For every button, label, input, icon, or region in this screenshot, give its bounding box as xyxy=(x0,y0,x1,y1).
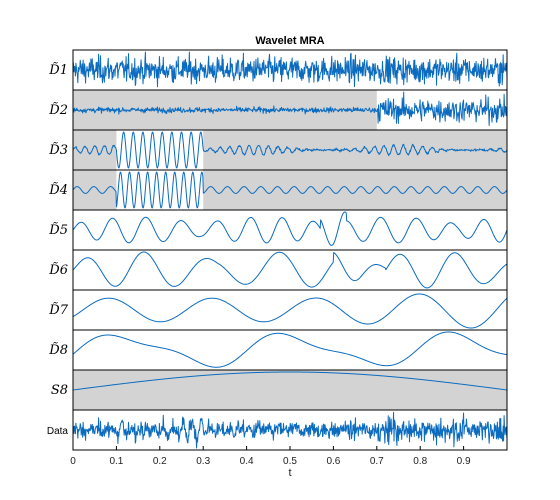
panel-4-shaded-region-1 xyxy=(73,170,117,210)
x-axis: 0 0.1 0.2 0.3 0.4 0.5 0.6 0.7 0.8 0.9 xyxy=(70,446,471,467)
panel-2: D̃2 xyxy=(48,89,508,131)
panel-6-series-line xyxy=(72,251,508,289)
panel-1-label: D̃1 xyxy=(48,62,68,78)
x-tick-label-4: 0.4 xyxy=(240,456,254,467)
panel-8-series-line xyxy=(72,331,508,368)
panel-5-series-line xyxy=(72,211,508,246)
panel-1-series-line xyxy=(72,51,508,88)
panel-6: D̃6 xyxy=(48,249,508,291)
panel-10-label: Data xyxy=(47,426,69,437)
panel-7-series-line xyxy=(72,293,508,329)
panel-9: S8 xyxy=(51,369,508,411)
panel-7-label: D̃7 xyxy=(48,302,68,318)
x-tick-label-2: 0.2 xyxy=(153,456,167,467)
panel-4-series-line xyxy=(72,171,508,209)
x-tick-label-1: 0.1 xyxy=(109,456,123,467)
x-tick-label-8: 0.8 xyxy=(413,456,427,467)
x-tick-label-5: 0.5 xyxy=(283,456,297,467)
panel-5: D̃5 xyxy=(48,209,508,251)
panel-1: D̃1 xyxy=(48,49,508,91)
panel-4-label: D̃4 xyxy=(48,182,68,198)
x-tick-label-9: 0.9 xyxy=(457,456,471,467)
panel-9-series-line xyxy=(72,371,508,391)
panel-9-shaded-region-1 xyxy=(73,370,507,410)
panel-3: D̃3 xyxy=(48,129,508,171)
panel-9-label: S8 xyxy=(51,383,68,398)
panel-10-series-line xyxy=(72,411,508,449)
panel-3-shaded-region-1 xyxy=(73,130,117,170)
panel-3-label: D̃3 xyxy=(48,142,68,158)
x-tick-label-6: 0.6 xyxy=(326,456,340,467)
panel-2-series-line xyxy=(72,91,508,126)
panel-8-label: D̃8 xyxy=(48,342,68,358)
x-axis-label: t xyxy=(288,467,291,479)
panel-5-label: D̃5 xyxy=(48,222,68,238)
x-tick-label-0: 0 xyxy=(70,456,76,467)
panel-7: D̃7 xyxy=(48,289,508,331)
panel-6-label: D̃6 xyxy=(48,262,68,278)
panel-3-series-line xyxy=(72,131,508,169)
panel-2-label: D̃2 xyxy=(48,102,68,118)
panel-6-frame xyxy=(72,249,508,291)
chart-title: Wavelet MRA xyxy=(255,35,324,47)
panel-4: D̃4 xyxy=(48,169,508,211)
panel-8: D̃8 xyxy=(48,329,508,371)
x-tick-label-3: 0.3 xyxy=(196,456,210,467)
panel-10: Data xyxy=(47,409,508,451)
panels: D̃1 D̃2 D̃3 D̃4 D̃5 D̃6 D̃7 D̃8 S8 Data xyxy=(47,49,508,451)
x-tick-label-7: 0.7 xyxy=(370,456,384,467)
